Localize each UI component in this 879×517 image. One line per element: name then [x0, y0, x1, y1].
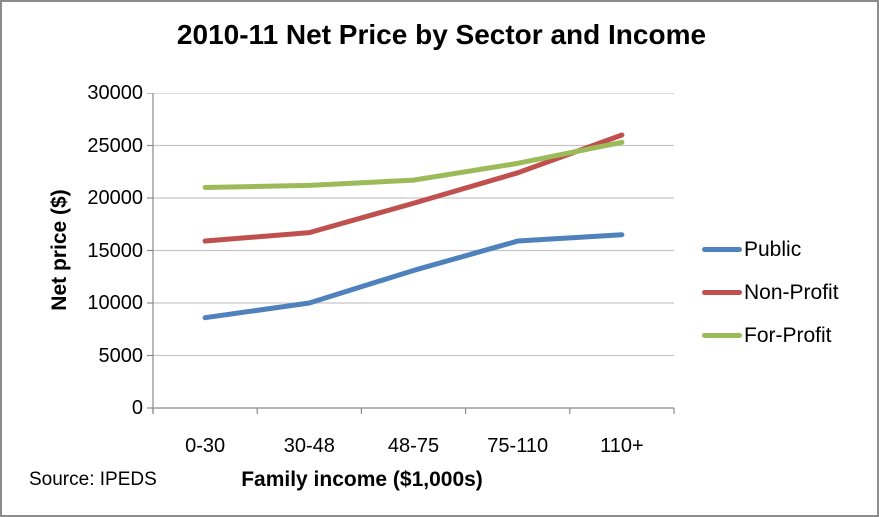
source-note: Source: IPEDS: [29, 469, 157, 490]
x-tick-label: 30-48: [283, 435, 335, 457]
chart-title: 2010-11 Net Price by Sector and Income: [176, 19, 707, 50]
y-tick-label: 25000: [87, 134, 143, 157]
series-line-for-profit: [202, 139, 625, 190]
legend-swatch-for-profit: [702, 333, 742, 338]
legend: Public Non-Profit For-Profit: [702, 228, 877, 357]
x-tick-label: 110+: [600, 435, 644, 457]
y-tick-label: 5000: [98, 344, 144, 367]
y-tick-label: 15000: [87, 239, 143, 262]
y-tick-label: 10000: [87, 292, 143, 314]
x-axis-title: Family income ($1,000s): [241, 468, 483, 491]
legend-swatch-non-profit: [702, 290, 742, 295]
legend-item-public: Public: [702, 228, 877, 271]
series-line-public: [202, 232, 625, 321]
legend-item-for-profit: For-Profit: [702, 314, 877, 357]
y-tick-label: 0: [131, 397, 143, 419]
y-tick-label: 30000: [87, 82, 143, 104]
plot-area: [147, 93, 675, 414]
y-tick-label: 20000: [87, 187, 143, 209]
legend-item-non-profit: Non-Profit: [702, 271, 877, 314]
legend-label: Non-Profit: [744, 280, 839, 304]
x-tick-label: 0-30: [185, 435, 226, 457]
series-line-non-profit: [202, 132, 625, 244]
x-tick-label: 75-110: [487, 435, 549, 457]
legend-label: Public: [744, 237, 802, 261]
legend-swatch-public: [702, 247, 742, 252]
x-tick-label: 48-75: [387, 435, 440, 457]
legend-label: For-Profit: [744, 323, 832, 347]
